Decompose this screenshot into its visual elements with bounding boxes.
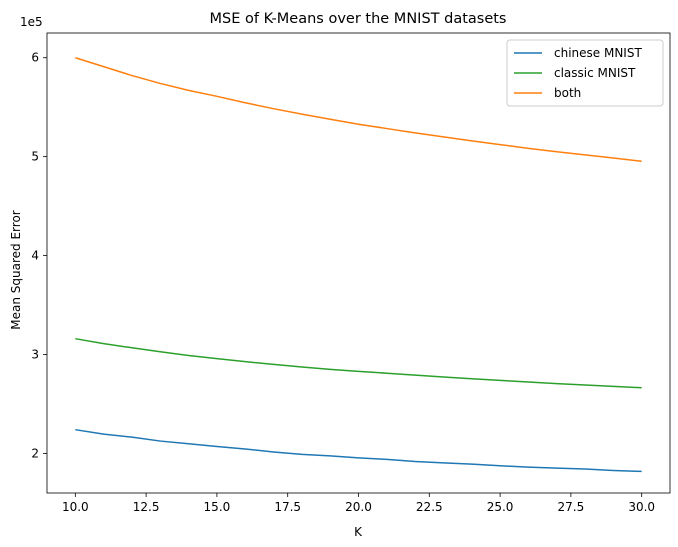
y-tick-label: 2 xyxy=(31,446,39,460)
y-tick-label: 3 xyxy=(31,348,39,362)
series-line-2 xyxy=(75,57,642,162)
y-tick-label: 4 xyxy=(31,249,39,263)
chart-title: MSE of K-Means over the MNIST datasets xyxy=(210,11,507,27)
x-tick-label: 22.5 xyxy=(416,500,443,514)
plot-area xyxy=(75,57,642,473)
y-tick-label: 5 xyxy=(31,150,39,164)
x-tick-label: 15.0 xyxy=(204,500,231,514)
legend-box xyxy=(506,39,664,107)
x-tick-label: 10.0 xyxy=(62,500,89,514)
axes: 10.0 12.5 15.0 17.5 20.0 22.5 25.0 27.5 30.0 2 3 4 5… xyxy=(31,32,671,514)
x-tick-label: 27.5 xyxy=(558,500,585,514)
series-line-0 xyxy=(75,428,642,473)
legend-label-2: both xyxy=(554,86,581,100)
legend-label-1: classic MNIST xyxy=(554,66,636,80)
x-tick-label: 20.0 xyxy=(345,500,372,514)
y-axis-offset-label: 1e5 xyxy=(20,15,43,29)
y-tick-label: 6 xyxy=(31,51,39,65)
x-axis-label: K xyxy=(354,525,363,539)
x-tick-label: 25.0 xyxy=(487,500,514,514)
x-tick-label: 12.5 xyxy=(133,500,160,514)
y-axis-label: Mean Squared Error xyxy=(9,210,23,330)
x-tick-label: 30.0 xyxy=(628,500,655,514)
series-line-1 xyxy=(75,337,642,389)
legend: chinese MNIST classic MNIST both xyxy=(506,39,664,107)
x-tick-label: 17.5 xyxy=(274,500,301,514)
legend-label-0: chinese MNIST xyxy=(554,46,642,60)
